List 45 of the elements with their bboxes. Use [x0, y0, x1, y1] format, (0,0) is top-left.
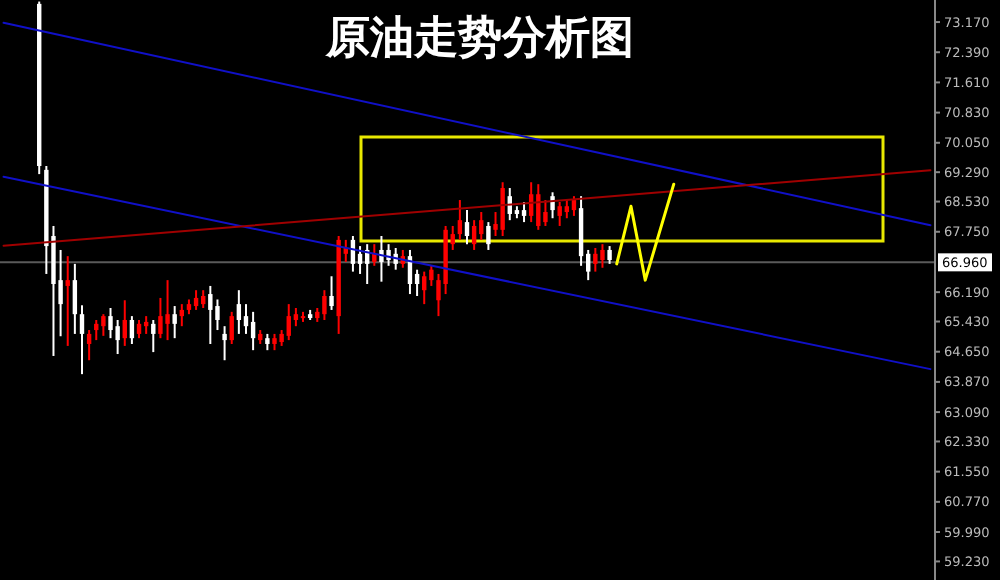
candlestick: [557, 200, 562, 227]
candlestick: [215, 298, 220, 332]
candlestick: [293, 306, 299, 328]
line-series: [615, 182, 676, 282]
candlestick: [457, 199, 463, 241]
candlestick: [600, 243, 605, 269]
candlestick: [550, 191, 555, 220]
chart-title: 原油走势分析图: [324, 14, 634, 64]
candlestick: [165, 279, 170, 342]
candlestick: [329, 275, 334, 311]
candlestick: [151, 318, 156, 354]
candlestick: [578, 195, 584, 267]
candlestick: [208, 284, 213, 345]
candlestick: [136, 318, 142, 340]
candlestick: [357, 245, 363, 275]
candlestick: [79, 304, 85, 376]
candlestick: [72, 262, 78, 335]
candlestick: [471, 219, 477, 251]
candlestick: [129, 315, 135, 345]
candlestick: [236, 289, 242, 335]
candlestick: [543, 199, 548, 227]
candlestick: [172, 305, 177, 340]
candlestick: [158, 296, 163, 340]
candlestick: [564, 199, 570, 220]
candlestick: [571, 195, 577, 217]
candlestick: [500, 181, 505, 238]
candlestick: [386, 243, 391, 267]
candlestick: [322, 289, 327, 321]
candlestick: [521, 200, 527, 224]
candlestick: [379, 235, 384, 283]
candlestick: [101, 313, 106, 337]
candlestick: [229, 310, 234, 345]
candlestick: [122, 299, 127, 347]
candlestick: [372, 243, 377, 267]
candlestick: [486, 221, 491, 251]
candlestick: [243, 303, 249, 335]
candlestick: [86, 329, 92, 362]
candlestick: [479, 211, 484, 241]
candlestick: [286, 303, 291, 342]
candlestick: [422, 270, 427, 306]
candlestick: [65, 255, 70, 347]
candlestick: [108, 306, 113, 340]
candlestick: [593, 247, 598, 273]
candlestick: [222, 325, 227, 362]
candlestick: [464, 209, 470, 246]
